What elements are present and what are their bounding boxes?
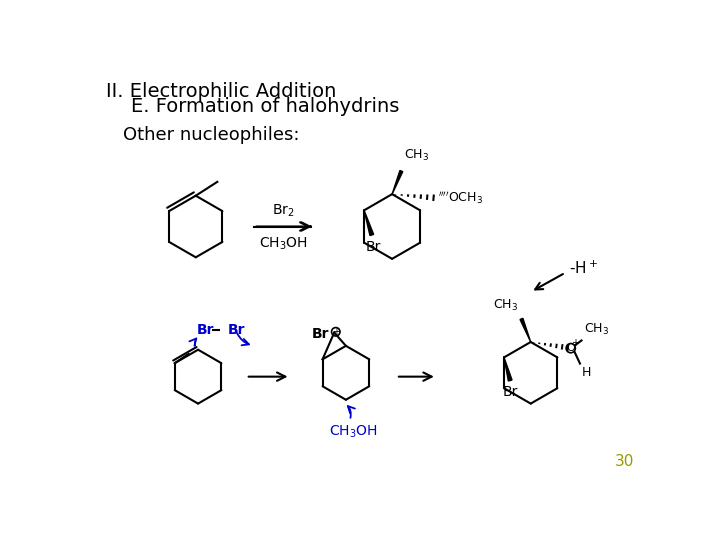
Text: CH$_3$: CH$_3$ — [405, 148, 430, 164]
Text: O: O — [567, 343, 575, 353]
Text: E. Formation of halohydrins: E. Formation of halohydrins — [106, 97, 399, 116]
Text: Br: Br — [228, 323, 246, 338]
Text: Br$_2$: Br$_2$ — [272, 202, 294, 219]
Text: $^{\prime\prime\prime\prime}$OCH$_3$: $^{\prime\prime\prime\prime}$OCH$_3$ — [438, 190, 483, 206]
Polygon shape — [392, 171, 402, 194]
Text: CH$_3$OH: CH$_3$OH — [259, 236, 308, 252]
Polygon shape — [364, 211, 374, 235]
Text: Other nucleophiles:: Other nucleophiles: — [122, 126, 299, 144]
Text: Br: Br — [312, 327, 330, 341]
Polygon shape — [520, 318, 531, 342]
Text: H: H — [582, 366, 591, 379]
Text: +: + — [572, 338, 580, 348]
Text: +: + — [332, 327, 340, 337]
Text: CH$_3$OH: CH$_3$OH — [329, 423, 378, 440]
Polygon shape — [504, 357, 512, 381]
FancyArrowPatch shape — [237, 333, 249, 345]
Text: Br: Br — [366, 240, 381, 254]
FancyArrowPatch shape — [348, 406, 355, 418]
Text: Br: Br — [197, 323, 215, 338]
FancyArrowPatch shape — [189, 339, 197, 346]
Text: -H$^+$: -H$^+$ — [570, 260, 598, 278]
Text: CH$_3$: CH$_3$ — [584, 322, 609, 338]
Text: 30: 30 — [616, 454, 634, 469]
Text: Br: Br — [503, 385, 518, 399]
Text: CH$_3$: CH$_3$ — [493, 298, 518, 313]
Text: II. Electrophilic Addition: II. Electrophilic Addition — [106, 82, 336, 101]
